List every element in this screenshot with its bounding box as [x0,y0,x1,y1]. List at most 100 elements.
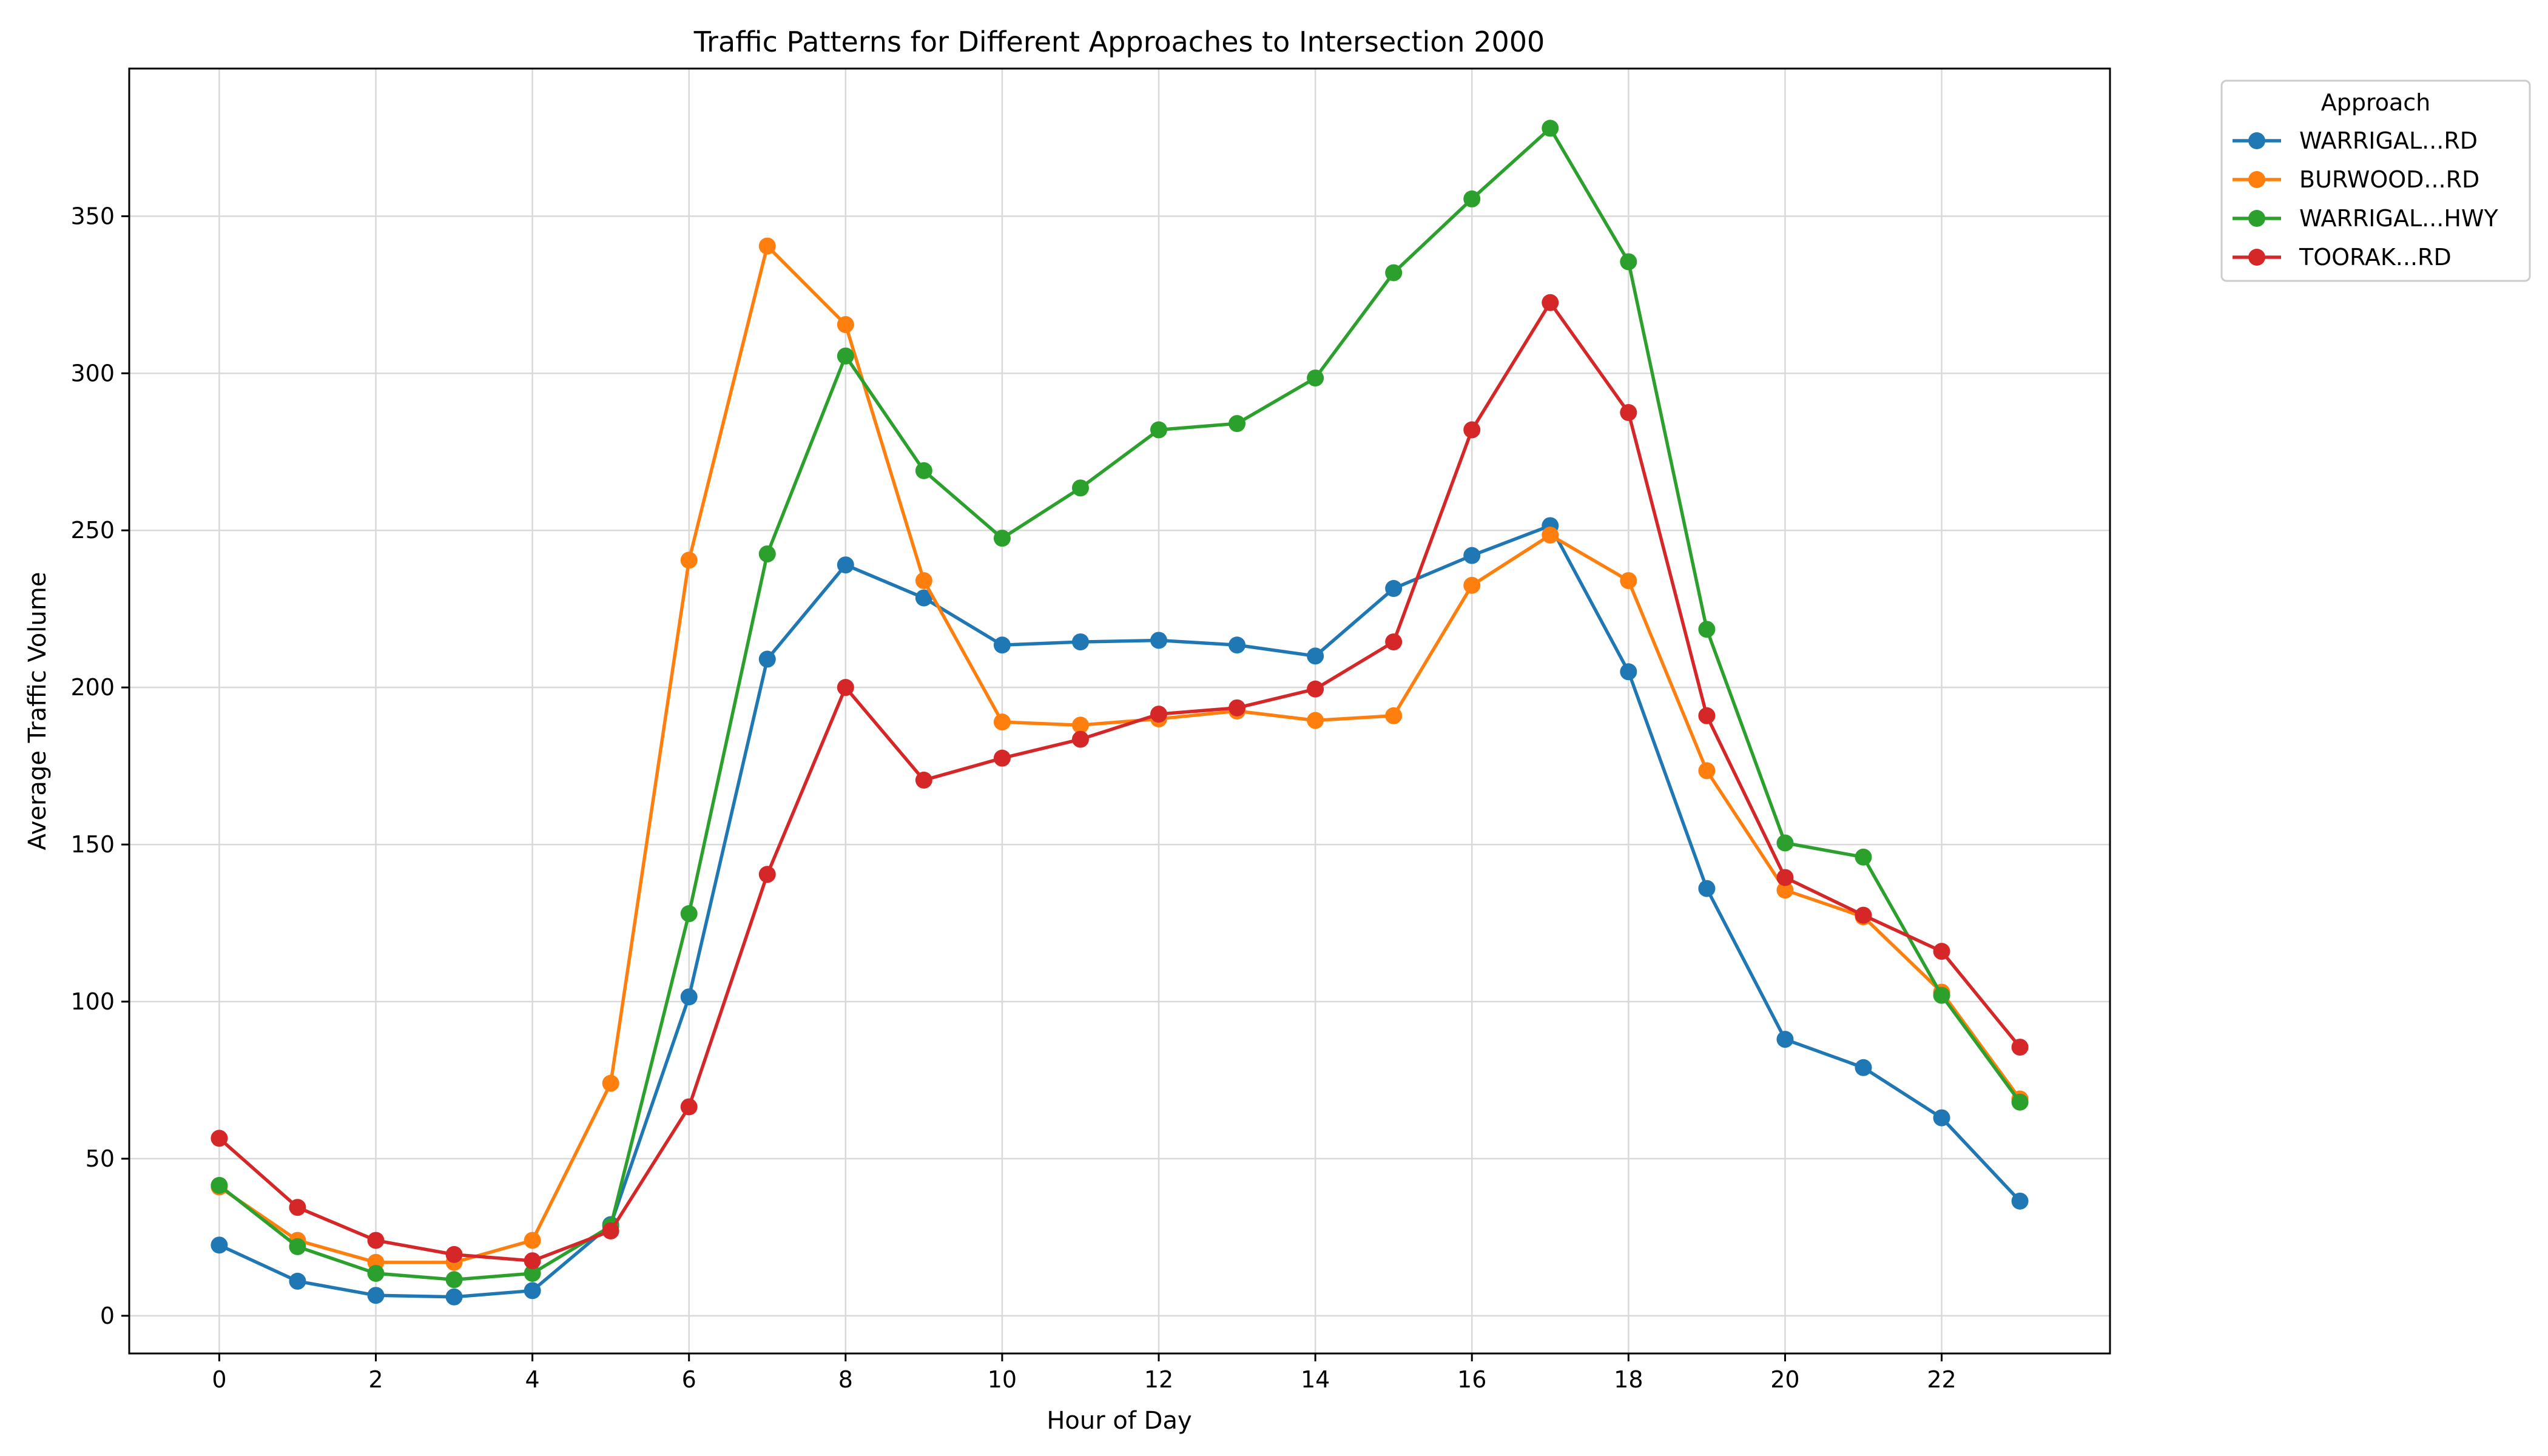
data-point [1776,834,1794,852]
data-point [445,1271,463,1289]
y-tick-label: 50 [86,1145,115,1172]
legend-items: WARRIGAL...RD BURWOOD...RD WARRIGAL...HWY T… [2233,127,2499,271]
data-point [1542,294,1559,311]
series-1 [211,517,2029,1306]
legend-label: WARRIGAL...RD [2299,127,2478,154]
data-point [915,572,932,590]
legend-swatch-marker [2248,171,2265,188]
series-line [217,524,2022,1299]
data-point [915,462,932,479]
x-tick-label: 14 [1301,1366,1330,1393]
data-point [993,749,1011,767]
x-tick-label: 6 [682,1366,696,1393]
data-point [1542,527,1559,544]
series-line [217,244,2022,1264]
data-point [2011,1039,2029,1056]
x-tick-label: 12 [1144,1366,1173,1393]
data-point [1307,369,1324,387]
data-point [1071,716,1089,734]
plot-frame [128,67,2111,1355]
data-point [524,1264,541,1282]
legend-box [2220,79,2531,282]
data-point [1463,190,1481,207]
data-point [1385,264,1403,281]
data-point [680,551,698,569]
data-point [680,988,698,1006]
data-point [1463,547,1481,564]
data-point [1307,647,1324,665]
data-point [211,1130,228,1147]
legend: Approach WARRIGAL...RDBURWOOD...RDWARRIG… [2220,79,2531,282]
data-point [1855,1059,1872,1076]
data-point [1071,479,1089,497]
legend-swatch-marker [2248,210,2265,227]
data-point [837,556,854,574]
data-point [1620,253,1637,271]
data-point [1150,706,1168,723]
x-axis-ticks: 0 2 4 6 8 10 12 14 16 18 20 22 [212,1353,1956,1393]
y-tick-label: 300 [70,360,115,386]
data-point [1385,707,1403,724]
legend-item: TOORAK...RD [2233,244,2452,271]
data-point [837,347,854,365]
data-point [602,1074,619,1092]
data-point [289,1272,306,1290]
y-axis-ticks: 0 50 100 150 200 250 300 350 [70,203,129,1329]
data-point [1228,636,1246,654]
y-tick-label: 350 [70,203,115,229]
data-point [1228,699,1246,716]
x-tick-label: 18 [1614,1366,1643,1393]
data-point [289,1199,306,1216]
data-point [524,1282,541,1299]
x-tick-label: 0 [212,1366,226,1393]
data-point [1620,404,1637,422]
data-point [524,1252,541,1270]
legend-label: TOORAK...RD [2299,244,2452,271]
data-point [1698,762,1716,780]
data-point [680,1098,698,1116]
data-point [1776,1031,1794,1048]
data-point [445,1288,463,1306]
data-point [1385,633,1403,651]
data-point [602,1222,619,1240]
data-point [1542,120,1559,137]
series-layer [211,120,2029,1306]
data-point [915,771,932,789]
data-point [993,713,1011,731]
grid-lines [129,69,2110,1353]
series-4 [211,294,2029,1270]
y-axis-label: Average Traffic Volume [24,572,52,851]
data-point [1620,663,1637,681]
data-point [1071,730,1089,748]
data-point [758,866,776,883]
chart-title: Traffic Patterns for Different Approache… [693,25,1545,58]
data-point [758,237,776,255]
data-point [1150,421,1168,439]
x-tick-label: 10 [988,1366,1017,1393]
legend-label: WARRIGAL...HWY [2299,205,2499,232]
data-point [1071,633,1089,651]
data-point [367,1232,385,1249]
y-tick-label: 150 [70,831,115,858]
y-tick-label: 200 [70,674,115,701]
data-point [680,905,698,923]
x-tick-label: 4 [525,1366,540,1393]
data-point [211,1236,228,1254]
x-tick-label: 22 [1927,1366,1956,1393]
legend-title: Approach [2321,89,2431,116]
x-axis-label: Hour of Day [1046,1407,1191,1435]
data-point [1776,869,1794,886]
data-point [2011,1192,2029,1210]
data-point [758,545,776,563]
data-point [367,1264,385,1282]
data-point [1698,707,1716,724]
data-point [1620,572,1637,590]
x-tick-label: 16 [1457,1366,1486,1393]
data-point [1150,632,1168,649]
data-point [1463,421,1481,439]
legend-swatch-marker [2248,249,2265,266]
data-point [1698,621,1716,638]
data-point [1855,906,1872,924]
